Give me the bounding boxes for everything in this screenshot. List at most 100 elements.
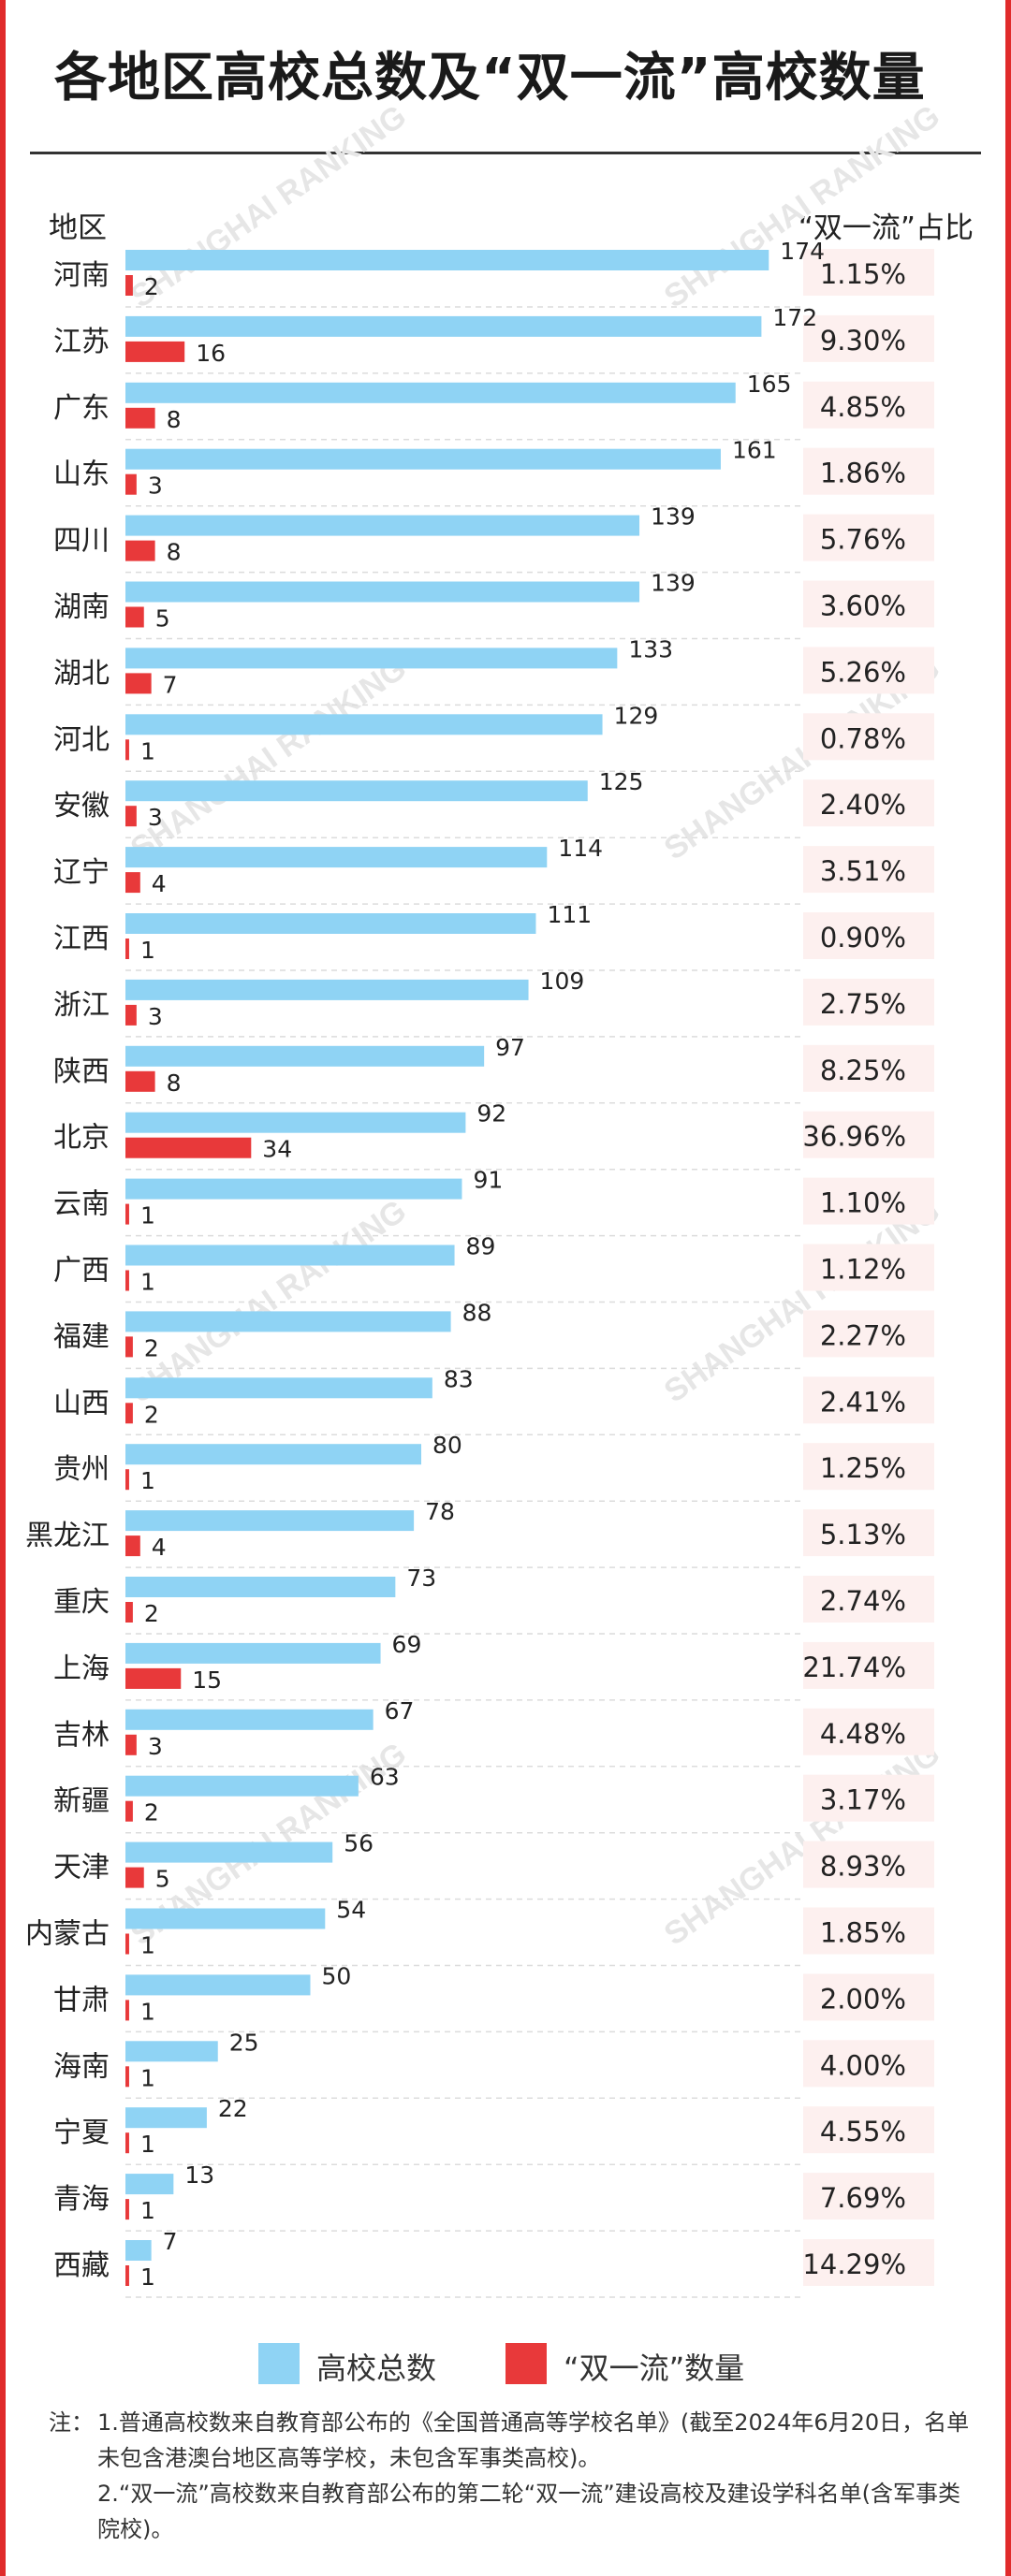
bar-double-first (125, 806, 137, 827)
bar-total (125, 1377, 432, 1399)
value-label-total: 7 (163, 2228, 178, 2255)
legend-swatch-double-first (506, 2343, 547, 2384)
value-label-double-first: 1 (140, 1202, 155, 1230)
region-label: 内蒙古 (25, 1918, 110, 1951)
footnote-2-text: 2.“双一流”高校数来自教育部公布的第二轮“双一流”建设高校及建设学科名单(含军… (97, 2481, 960, 2542)
ratio-label: 4.48% (820, 1718, 906, 1750)
bar-double-first (125, 1734, 137, 1755)
ratio-label: 4.00% (820, 2049, 906, 2081)
ratio-cell-bg (803, 447, 934, 495)
value-label-total: 91 (473, 1167, 503, 1194)
ratio-label: 14.29% (802, 2249, 906, 2280)
legend-label-double-first: “双一流”数量 (564, 2350, 745, 2386)
ratio-label: 5.26% (820, 656, 906, 688)
value-label-total: 165 (747, 371, 792, 398)
bar-total (125, 2041, 218, 2062)
value-label-total: 139 (651, 503, 696, 531)
region-label: 北京 (53, 1122, 110, 1155)
value-label-total: 111 (547, 901, 592, 928)
ratio-label: 8.25% (820, 1055, 906, 1086)
ratio-label: 5.13% (820, 1519, 906, 1550)
value-label-total: 161 (732, 437, 777, 464)
bar-double-first (125, 1403, 133, 1424)
value-label-total: 78 (425, 1498, 455, 1525)
bar-total (125, 1709, 374, 1730)
bar-chart: SHANGHAI RANKING SHANGHAI RANKINGSHANGHAI… (25, 98, 946, 2298)
title-divider (30, 152, 981, 154)
region-label: 山东 (53, 458, 110, 491)
value-label-double-first: 2 (144, 1600, 159, 1627)
ratio-label: 0.90% (820, 922, 906, 953)
value-label-double-first: 2 (144, 1799, 159, 1826)
bar-total (125, 1775, 359, 1797)
footnote-1-text: 1.普通高校数来自教育部公布的《全国普通高等学校名单》(截至2024年6月20日… (97, 2409, 970, 2471)
value-label-double-first: 15 (192, 1666, 222, 1694)
bar-double-first (125, 2000, 129, 2021)
value-label-total: 25 (229, 2029, 259, 2056)
value-label-total: 69 (392, 1631, 422, 1658)
bar-total (125, 1577, 396, 1597)
region-label: 山西 (53, 1387, 110, 1419)
ratio-label: 3.17% (820, 1784, 906, 1816)
region-label: 黑龙江 (25, 1520, 110, 1552)
value-label-double-first: 3 (148, 473, 163, 500)
bar-total (125, 648, 618, 669)
bar-total (125, 2174, 174, 2195)
bar-double-first (125, 1933, 129, 1955)
bar-total (125, 315, 762, 337)
bar-total (125, 1510, 415, 1532)
bar-total (125, 1311, 451, 1332)
value-label-total: 109 (540, 968, 585, 995)
ratio-label: 21.74% (802, 1652, 906, 1683)
value-label-double-first: 1 (140, 2131, 155, 2158)
bar-double-first (125, 341, 185, 362)
value-label-double-first: 3 (148, 804, 163, 831)
value-label-double-first: 1 (140, 1269, 155, 1296)
region-label: 四川 (53, 525, 110, 558)
footnote-prefix: 注： (49, 2409, 94, 2436)
ratio-cell-bg (803, 1044, 934, 1092)
region-label: 青海 (53, 2183, 110, 2216)
region-label: 江苏 (53, 326, 110, 358)
ratio-cell-bg (803, 2040, 934, 2088)
ratio-cell-bg (803, 1907, 934, 1955)
bar-total (125, 1244, 455, 1266)
value-label-double-first: 5 (155, 1866, 170, 1893)
ratio-cell-bg (803, 779, 934, 827)
value-label-total: 54 (336, 1897, 366, 1924)
ratio-label: 7.69% (820, 2182, 906, 2214)
ratio-label: 1.15% (820, 258, 906, 290)
value-label-double-first: 2 (144, 273, 159, 300)
bar-total (125, 515, 640, 536)
ratio-cell-bg (803, 1111, 934, 1158)
value-label-double-first: 7 (163, 671, 178, 698)
ratio-label: 8.93% (820, 1851, 906, 1883)
footnote-1: 注： 1.普通高校数来自教育部公布的《全国普通高等学校名单》(截至2024年6月… (49, 2405, 975, 2476)
ratio-cell-bg (803, 978, 934, 1026)
ratio-label: 4.85% (820, 391, 906, 423)
ratio-cell-bg (803, 647, 934, 694)
ratio-cell-bg (803, 1774, 934, 1822)
value-label-total: 56 (344, 1830, 374, 1857)
bar-double-first (125, 1602, 133, 1623)
value-label-double-first: 4 (152, 870, 167, 897)
bar-total (125, 979, 529, 1000)
region-label: 江西 (53, 923, 110, 955)
value-label-double-first: 3 (148, 1733, 163, 1760)
ratio-label: 3.51% (820, 855, 906, 887)
ratio-label: 0.78% (820, 722, 906, 754)
bar-total (125, 1045, 485, 1067)
value-label-total: 133 (628, 635, 673, 662)
region-label: 安徽 (53, 790, 110, 822)
bar-double-first (125, 1137, 252, 1158)
bar-total (125, 1178, 462, 1200)
footnote-2: 2.“双一流”高校数来自教育部公布的第二轮“双一流”建设高校及建设学科名单(含军… (49, 2476, 975, 2547)
region-label: 西藏 (53, 2249, 110, 2282)
legend-swatch-total (258, 2343, 300, 2384)
bar-total (125, 1908, 326, 1929)
value-label-total: 50 (322, 1962, 352, 1989)
ratio-cell-bg (803, 846, 934, 894)
bar-double-first (125, 1070, 155, 1092)
bar-double-first (125, 275, 133, 296)
bar-double-first (125, 1270, 129, 1291)
